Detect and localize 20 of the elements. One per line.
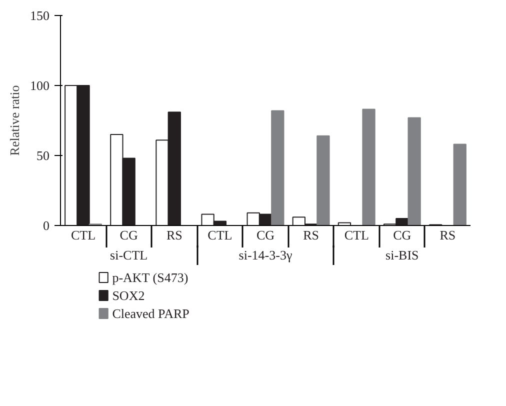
x-tick-label: CG [256, 228, 275, 242]
y-tick-label: 150 [30, 8, 50, 23]
text: si-14-3-3γ [238, 248, 292, 262]
x-tick-label: CTL [71, 228, 96, 242]
y-tick-label: 0 [43, 218, 50, 233]
x-tick-label: RS [303, 228, 320, 242]
legend-label: SOX2 [112, 288, 145, 303]
y-axis-title: Relative ratio [7, 85, 22, 156]
text: si-BIS [386, 248, 419, 262]
x-tick-label: RS [166, 228, 182, 242]
x-tick-label: CG [393, 228, 412, 242]
legend-label: Cleaved PARP [112, 306, 190, 321]
y-tick-label: 100 [30, 78, 50, 93]
y-tick-label: 50 [36, 148, 50, 163]
x-tick-label: CTL [344, 228, 369, 242]
legend-label: p-AKT (S473) [112, 270, 188, 285]
x-tick-label: CG [120, 228, 138, 242]
x-tick-label: RS [440, 228, 456, 242]
x-tick-label: CTL [208, 228, 232, 242]
text: si-CTL [110, 248, 148, 262]
